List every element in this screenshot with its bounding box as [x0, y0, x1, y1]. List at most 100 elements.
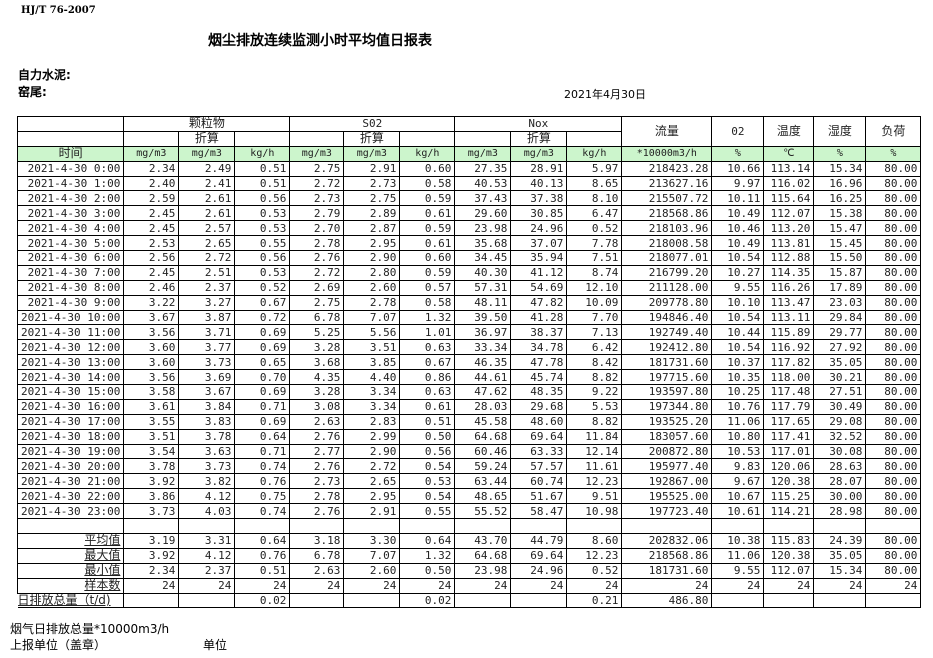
table-row: 2021-4-30 20:00 3.78 3.73 0.74 2.76 2.72 0.54 5… — [16, 458, 922, 475]
value-cell: 3.60 — [123, 339, 180, 356]
value-cell: 0.52 — [566, 220, 623, 237]
value-cell: 2.78 — [343, 294, 401, 311]
value-cell: 0.56 — [234, 250, 291, 266]
value-cell: 2.56 — [123, 250, 180, 266]
value-cell: 195525.00 — [621, 488, 713, 505]
summary-value: 3.19 — [123, 532, 180, 549]
value-cell: 29.68 — [510, 398, 568, 415]
value-cell: 116.26 — [763, 279, 815, 296]
value-cell: 80.00 — [865, 294, 922, 311]
value-cell: 80.00 — [865, 190, 922, 207]
value-cell: 10.98 — [566, 503, 623, 520]
value-cell: 0.51 — [234, 175, 291, 192]
value-cell: 2.76 — [289, 458, 345, 475]
value-cell: 16.25 — [813, 190, 867, 207]
value-cell: 2.53 — [123, 235, 180, 252]
value-cell: 4.03 — [178, 503, 236, 520]
blank-cell — [454, 518, 512, 534]
blank-cell — [234, 518, 291, 534]
summary-row: 样本数 24 24 24 24 24 24 24 24 24 24 24 24 24 24 — [16, 577, 922, 594]
unit-cell: mg/m3 — [178, 145, 236, 162]
value-cell: 48.60 — [510, 413, 568, 430]
value-cell: 2.73 — [289, 190, 345, 207]
value-cell: 44.61 — [454, 369, 512, 386]
value-cell: 2.76 — [289, 503, 345, 520]
value-cell: 2.75 — [343, 190, 401, 207]
value-cell: 192412.80 — [621, 339, 713, 356]
summary-value: 80.00 — [865, 547, 922, 564]
table-row: 2021-4-30 18:00 3.51 3.78 0.64 2.76 2.99 0.50 6… — [16, 428, 922, 445]
value-cell: 113.47 — [763, 294, 815, 311]
value-cell: 80.00 — [865, 160, 922, 177]
value-cell: 0.60 — [399, 250, 456, 266]
value-cell: 3.22 — [123, 294, 180, 311]
value-cell: 0.76 — [234, 473, 291, 490]
summary-value: 24 — [454, 577, 512, 594]
value-cell: 2.51 — [178, 264, 236, 281]
summary-value — [711, 592, 765, 609]
value-cell: 80.00 — [865, 220, 922, 237]
value-cell: 3.60 — [123, 354, 180, 371]
table-row: 2021-4-30 2:00 2.59 2.61 0.56 2.73 2.75 0.59 37… — [16, 190, 922, 207]
time-cell: 2021-4-30 10:00 — [16, 309, 125, 326]
time-cell: 2021-4-30 14:00 — [16, 369, 125, 386]
summary-value: 120.38 — [763, 547, 815, 564]
value-cell: 2.45 — [123, 220, 180, 237]
summary-value: 80.00 — [865, 532, 922, 549]
summary-value: 0.02 — [234, 592, 291, 609]
value-cell: 80.00 — [865, 398, 922, 415]
value-cell: 2.75 — [289, 294, 345, 311]
value-cell: 0.64 — [234, 428, 291, 445]
value-cell: 4.35 — [289, 369, 345, 386]
value-cell: 23.03 — [813, 294, 867, 311]
value-cell: 15.45 — [813, 235, 867, 252]
value-cell: 2.41 — [178, 175, 236, 192]
value-cell: 15.50 — [813, 250, 867, 266]
report-table: 颗粒物 S02 Nox 流量 02 温度 湿度 负荷 折算 折算 折算 时间 mg… — [16, 116, 922, 609]
value-cell: 3.63 — [178, 443, 236, 460]
value-cell: 193597.80 — [621, 384, 713, 400]
table-row: 2021-4-30 12:00 3.60 3.77 0.69 3.28 3.51 0.63 3… — [16, 339, 922, 356]
value-cell: 117.79 — [763, 398, 815, 415]
value-cell: 27.35 — [454, 160, 512, 177]
value-cell: 10.44 — [711, 324, 765, 341]
value-cell: 2.91 — [343, 503, 401, 520]
header-row-groups: 颗粒物 S02 Nox 流量 02 温度 湿度 负荷 — [16, 116, 922, 147]
unit-cell: mg/m3 — [123, 145, 180, 162]
value-cell: 3.73 — [123, 503, 180, 520]
value-cell: 2.90 — [343, 443, 401, 460]
value-cell: 58.47 — [510, 503, 568, 520]
value-cell: 3.86 — [123, 488, 180, 505]
value-cell: 117.65 — [763, 413, 815, 430]
table-row: 2021-4-30 22:00 3.86 4.12 0.75 2.78 2.95 0.54 4… — [16, 488, 922, 505]
time-cell: 2021-4-30 3:00 — [16, 205, 125, 222]
value-cell: 30.85 — [510, 205, 568, 222]
value-cell: 10.80 — [711, 428, 765, 445]
unit-cell: % — [813, 145, 867, 162]
time-cell: 2021-4-30 8:00 — [16, 279, 125, 296]
summary-value: 24 — [621, 577, 713, 594]
value-cell: 218423.28 — [621, 160, 713, 177]
summary-value: 1.32 — [399, 547, 456, 564]
value-cell: 4.12 — [178, 488, 236, 505]
value-cell: 3.34 — [343, 398, 401, 415]
value-cell: 115.64 — [763, 190, 815, 207]
value-cell: 0.55 — [399, 503, 456, 520]
value-cell: 2.57 — [178, 220, 236, 237]
value-cell: 3.51 — [123, 428, 180, 445]
value-cell: 45.74 — [510, 369, 568, 386]
value-cell: 5.56 — [343, 324, 401, 341]
blank-cell — [289, 518, 345, 534]
value-cell: 10.54 — [711, 250, 765, 266]
value-cell: 5.25 — [289, 324, 345, 341]
unit-cell: mg/m3 — [510, 145, 568, 162]
summary-value: 3.30 — [343, 532, 401, 549]
header-blank — [566, 130, 623, 147]
value-cell: 32.52 — [813, 428, 867, 445]
summary-row: 日排放总量（t/d) 0.02 0.02 0.21 486.80 — [17, 592, 922, 609]
value-cell: 2.37 — [178, 279, 236, 296]
summary-value: 24 — [566, 577, 623, 594]
value-cell: 37.43 — [454, 190, 512, 207]
table-row: 2021-4-30 23:00 3.73 4.03 0.74 2.76 2.91 0.55 5… — [16, 503, 922, 520]
value-cell: 0.70 — [234, 369, 291, 386]
